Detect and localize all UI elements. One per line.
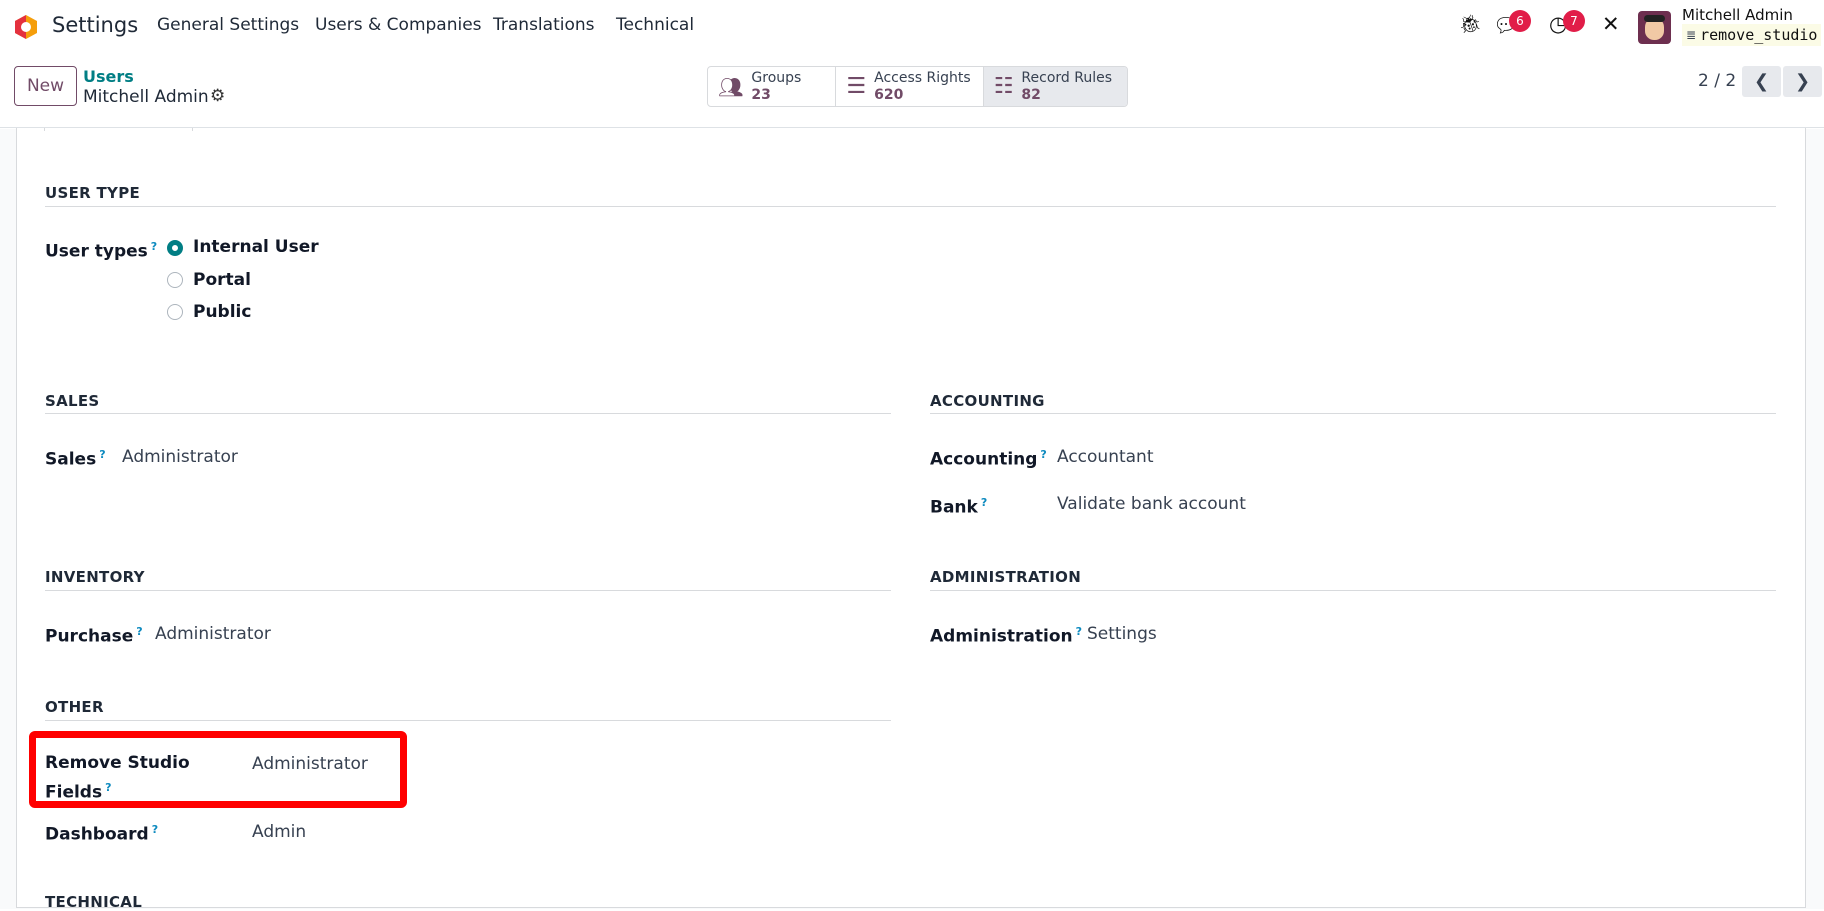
user-types-label: User types? xyxy=(45,240,158,262)
menu-general-settings[interactable]: General Settings xyxy=(157,15,300,35)
stat-value: 620 xyxy=(874,86,904,103)
administration-value[interactable]: Settings xyxy=(1087,624,1157,644)
form-sheet xyxy=(16,128,1806,908)
option-portal[interactable]: Portal xyxy=(193,270,251,290)
stat-value: 23 xyxy=(751,86,771,103)
pager-next-button[interactable]: ❯ xyxy=(1783,66,1822,97)
option-internal-user[interactable]: Internal User xyxy=(193,237,319,257)
menu-translations[interactable]: Translations xyxy=(493,15,595,35)
pager-previous-button[interactable]: ❮ xyxy=(1742,66,1781,97)
stat-label: Access Rights xyxy=(874,69,971,86)
stat-label: Groups xyxy=(751,69,802,86)
sales-value[interactable]: Administrator xyxy=(122,447,238,467)
accounting-value[interactable]: Accountant xyxy=(1057,447,1154,467)
section-inventory: INVENTORY xyxy=(45,568,145,586)
bank-value[interactable]: Validate bank account xyxy=(1057,494,1246,514)
list-icon: ☰ xyxy=(846,74,867,99)
debug-bug-icon[interactable]: 🐞︎ xyxy=(1459,14,1482,35)
sales-label: Sales? xyxy=(45,448,106,470)
section-user-type: USER TYPE xyxy=(45,184,141,202)
chat-badge: 6 xyxy=(1509,10,1531,32)
help-icon[interactable]: ? xyxy=(1040,448,1047,461)
radio-portal[interactable] xyxy=(167,272,183,288)
breadcrumb-current: Mitchell Admin xyxy=(83,87,209,107)
stat-label: Record Rules xyxy=(1021,69,1113,86)
option-public[interactable]: Public xyxy=(193,302,252,322)
section-accounting: ACCOUNTING xyxy=(930,392,1045,410)
purchase-value[interactable]: Administrator xyxy=(155,624,271,644)
access-rights-stat-button[interactable]: ☰ Access Rights 620 xyxy=(836,67,984,106)
remove-studio-label-line1: Remove Studio xyxy=(45,753,190,773)
list-ul-icon: ☷ xyxy=(993,74,1014,99)
dashboard-label: Dashboard? xyxy=(45,823,159,845)
dashboard-value[interactable]: Admin xyxy=(252,822,307,842)
app-title[interactable]: Settings xyxy=(52,13,139,37)
remove-studio-value[interactable]: Administrator xyxy=(252,754,368,774)
highlight-box xyxy=(29,731,407,808)
record-rules-stat-button[interactable]: ☷ Record Rules 82 xyxy=(983,67,1127,106)
breadcrumb-users[interactable]: Users xyxy=(83,67,134,86)
groups-stat-button[interactable]: 👥︎ Groups 23 xyxy=(708,67,837,106)
help-icon[interactable]: ? xyxy=(151,823,159,836)
help-icon[interactable]: ? xyxy=(99,448,106,461)
odoo-logo-icon[interactable] xyxy=(14,14,38,40)
avatar[interactable] xyxy=(1638,11,1671,44)
top-navbar: Settings General Settings Users & Compan… xyxy=(0,0,1824,52)
bank-label: Bank? xyxy=(930,496,988,518)
database-icon: ≣ xyxy=(1686,28,1697,42)
help-icon[interactable]: ? xyxy=(105,781,112,794)
section-other: OTHER xyxy=(45,698,104,716)
help-icon[interactable]: ? xyxy=(980,496,988,509)
pager-value[interactable]: 2 / 2 xyxy=(1698,71,1737,91)
tools-icon[interactable]: ✕ xyxy=(1602,12,1620,36)
gear-icon[interactable]: ⚙ xyxy=(210,86,226,106)
administration-label: Administration? xyxy=(930,625,1083,647)
section-technical: TECHNICAL xyxy=(45,893,143,911)
database-badge: ≣ remove_studio xyxy=(1682,24,1822,46)
active-tab[interactable] xyxy=(44,128,193,131)
radio-public[interactable] xyxy=(167,304,183,320)
help-icon[interactable]: ? xyxy=(1075,625,1083,638)
new-button[interactable]: New xyxy=(14,66,77,106)
section-administration: ADMINISTRATION xyxy=(930,568,1082,586)
section-sales: SALES xyxy=(45,392,100,410)
control-panel xyxy=(0,52,1824,128)
stat-buttons: 👥︎ Groups 23 ☰ Access Rights 620 ☷ Record … xyxy=(707,66,1128,107)
radio-internal-user[interactable] xyxy=(167,240,183,256)
help-icon[interactable]: ? xyxy=(136,625,143,638)
activity-badge: 7 xyxy=(1563,10,1585,32)
menu-users-companies[interactable]: Users & Companies xyxy=(315,15,482,35)
database-name: remove_studio xyxy=(1700,26,1818,44)
user-name[interactable]: Mitchell Admin xyxy=(1682,6,1793,24)
clock-activity-icon[interactable]: ◷ xyxy=(1549,12,1568,36)
users-icon: 👥︎ xyxy=(718,74,744,99)
purchase-label: Purchase? xyxy=(45,625,143,647)
help-icon[interactable]: ? xyxy=(150,240,158,253)
accounting-label: Accounting? xyxy=(930,448,1047,470)
menu-technical[interactable]: Technical xyxy=(616,15,695,35)
remove-studio-label-line2: Fields? xyxy=(45,781,112,803)
stat-value: 82 xyxy=(1021,86,1041,103)
